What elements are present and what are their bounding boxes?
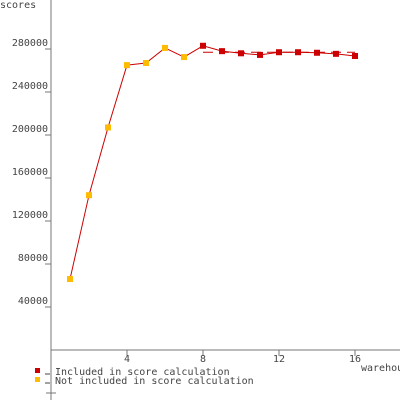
x-axis-label: warehouses <box>361 363 400 374</box>
y-tick-label: 160000 <box>12 167 48 178</box>
point <box>352 52 358 59</box>
legend-swatch <box>35 368 40 373</box>
x-tick-label: 16 <box>349 354 361 365</box>
y-tick-label: 200000 <box>12 124 48 135</box>
point <box>238 50 244 57</box>
point <box>276 49 282 56</box>
y-tick-label: 240000 <box>12 81 48 92</box>
point <box>86 192 92 199</box>
legend-label: Not included in score calculation <box>55 376 254 387</box>
point <box>257 51 263 58</box>
legend-label: Included in score calculation <box>55 367 230 378</box>
y-tick-label: 280000 <box>12 38 48 49</box>
x-tick-label: 12 <box>273 354 285 365</box>
point <box>333 50 339 57</box>
point <box>124 62 130 69</box>
point <box>314 49 320 56</box>
point <box>219 48 225 55</box>
point <box>295 49 301 56</box>
y-tick-label: 120000 <box>12 210 48 221</box>
point <box>162 44 168 51</box>
legend-swatch <box>35 377 40 382</box>
point <box>105 124 111 131</box>
point <box>181 54 187 61</box>
y-axis-label: scores <box>0 0 36 11</box>
x-tick-label: 4 <box>124 354 130 365</box>
point <box>200 42 206 49</box>
point <box>67 276 73 283</box>
y-tick-label: 40000 <box>18 296 48 307</box>
point <box>143 59 149 66</box>
y-tick-label: 80000 <box>18 253 48 264</box>
series-line <box>69 45 356 280</box>
x-tick-label: 8 <box>200 354 206 365</box>
